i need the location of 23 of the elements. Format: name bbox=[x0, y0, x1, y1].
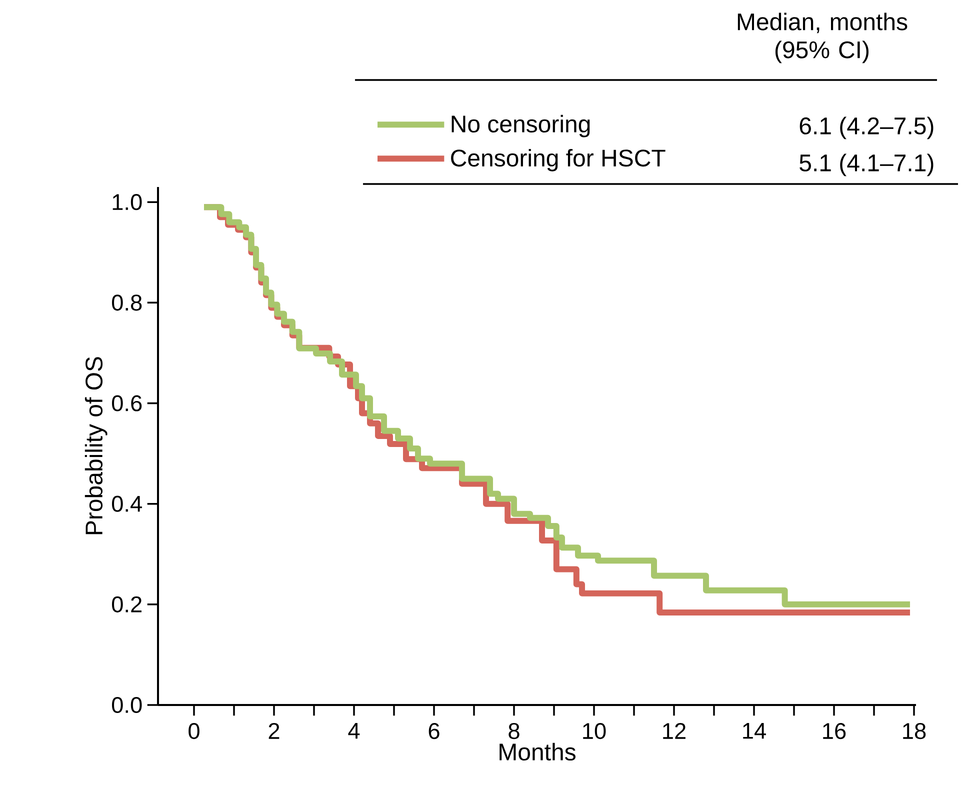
legend-label: No censoring bbox=[452, 114, 590, 138]
y-tick-label: 0.4 bbox=[112, 496, 142, 512]
y-tick-label: 0.8 bbox=[112, 294, 142, 311]
y-tick-label: 1.0 bbox=[112, 194, 142, 210]
x-tick-label: 18 bbox=[903, 723, 926, 740]
y-axis-title: Probability of OS bbox=[84, 357, 108, 534]
x-tick-label: 16 bbox=[823, 723, 846, 740]
x-axis-title: Months bbox=[500, 742, 576, 761]
x-tick-label: 14 bbox=[743, 723, 766, 739]
text: Median, months (95% CI) bbox=[738, 12, 908, 64]
legend-label: Censoring for HSCT bbox=[451, 148, 666, 172]
y-tick-label: 0.0 bbox=[112, 696, 142, 714]
text: 5.1 (4.1–7.1) bbox=[800, 154, 934, 176]
text: 6.1 (4.2–7.5) bbox=[800, 116, 934, 140]
x-tick-label: 6 bbox=[428, 723, 440, 740]
x-tick-label: 10 bbox=[583, 723, 606, 740]
x-tick-label: 8 bbox=[508, 723, 520, 740]
x-tick-label: 0 bbox=[188, 723, 200, 740]
x-tick-label: 2 bbox=[268, 723, 280, 739]
x-tick-label: 12 bbox=[663, 723, 686, 739]
y-tick-label: 0.6 bbox=[112, 395, 142, 412]
x-tick-label: 4 bbox=[348, 723, 360, 739]
y-tick-label: 0.2 bbox=[112, 596, 142, 612]
